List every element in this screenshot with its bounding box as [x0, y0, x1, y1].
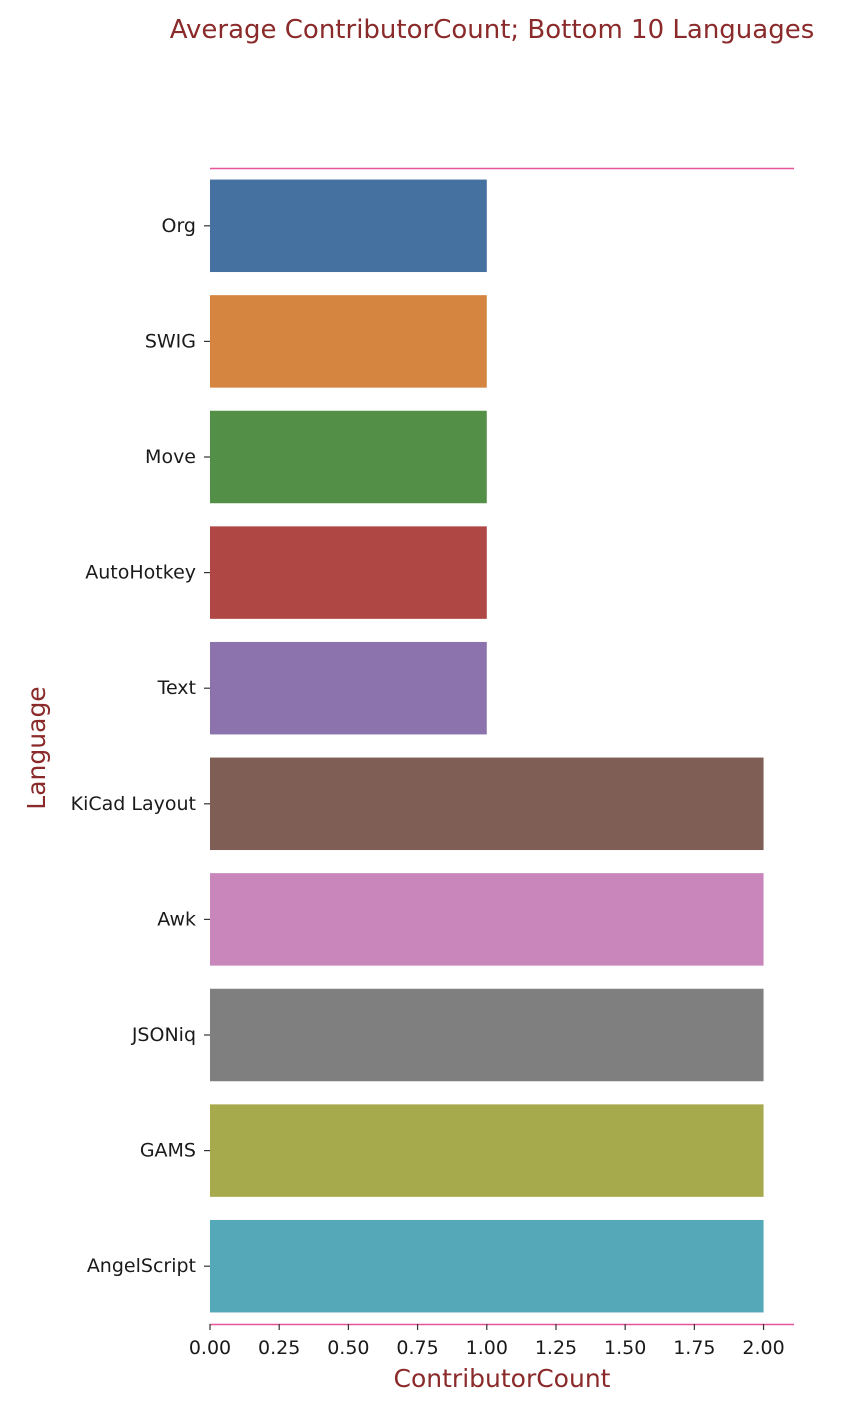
x-tick-label-6: 1.50: [604, 1337, 646, 1359]
bar-kicad-layout: [210, 757, 764, 851]
y-tick-label-kicad-layout: KiCad Layout: [71, 793, 196, 815]
x-tick-label-1: 0.25: [258, 1337, 300, 1359]
y-tick-label-autohotkey: AutoHotkey: [85, 562, 196, 584]
x-tick-label-8: 2.00: [742, 1337, 784, 1359]
bar-autohotkey: [210, 526, 487, 619]
y-tick-label-gams: GAMS: [140, 1140, 196, 1162]
bar-awk: [210, 873, 764, 966]
y-tick-label-angelscript: AngelScript: [87, 1255, 196, 1277]
bar-angelscript: [210, 1219, 764, 1313]
bar-swig: [210, 295, 487, 388]
bar-text: [210, 641, 487, 735]
y-axis-ticks: Org SWIG Move AutoHotkey Text KiCad Layout Awk…: [71, 215, 210, 1277]
y-tick-label-org: Org: [162, 215, 197, 237]
y-tick-label-jsoniq: JSONiq: [131, 1024, 196, 1046]
y-tick-label-move: Move: [145, 446, 196, 468]
chart-title: Average ContributorCount; Bottom 10 Lang…: [170, 15, 815, 45]
bar-jsoniq: [210, 988, 764, 1082]
y-tick-label-swig: SWIG: [145, 330, 196, 352]
x-tick-label-0: 0.00: [189, 1337, 231, 1359]
y-axis-label: Language: [22, 686, 51, 809]
y-tick-label-text: Text: [157, 677, 196, 699]
x-tick-label-2: 0.50: [327, 1337, 369, 1359]
x-tick-label-3: 0.75: [396, 1337, 438, 1359]
bar-move: [210, 410, 487, 504]
x-tick-label-5: 1.25: [535, 1337, 577, 1359]
bars-group: [210, 179, 764, 1313]
y-tick-label-awk: Awk: [157, 908, 196, 930]
x-tick-label-7: 1.75: [673, 1337, 715, 1359]
x-axis-label: ContributorCount: [394, 1364, 611, 1393]
bar-gams: [210, 1104, 764, 1197]
x-axis-ticks: 0.00 0.25 0.50 0.75 1.00 1.25 1.50 1.75 2.00: [189, 1324, 785, 1359]
x-tick-label-4: 1.00: [466, 1337, 508, 1359]
bar-org: [210, 179, 487, 273]
